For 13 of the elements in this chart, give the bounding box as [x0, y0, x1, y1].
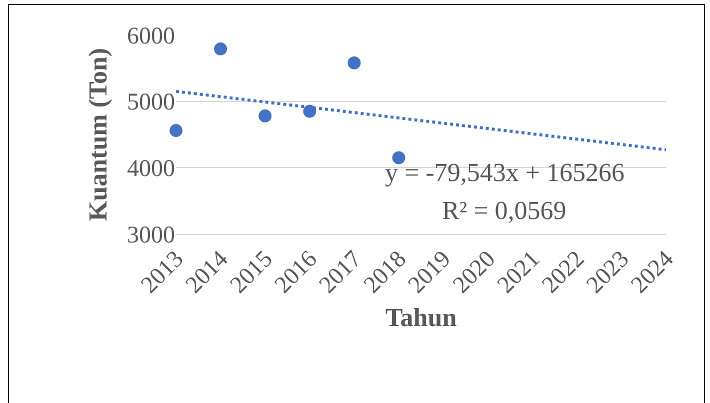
- point: [258, 109, 272, 122]
- x-axis-title: Tahun: [385, 303, 458, 332]
- y-tick-label: 4000: [127, 156, 175, 182]
- y-axis-title: Kuantum (Ton): [83, 48, 112, 222]
- y-tick-label: 5000: [127, 90, 175, 116]
- point: [348, 56, 361, 70]
- point: [214, 42, 228, 56]
- annotation: y = -79,543x + 165266: [385, 158, 624, 187]
- point: [392, 151, 406, 164]
- y-tick-label: 3000: [127, 222, 175, 248]
- point: [170, 124, 182, 138]
- y-tick-label: 6000: [127, 23, 175, 50]
- annotation: R² = 0,0569: [442, 196, 566, 225]
